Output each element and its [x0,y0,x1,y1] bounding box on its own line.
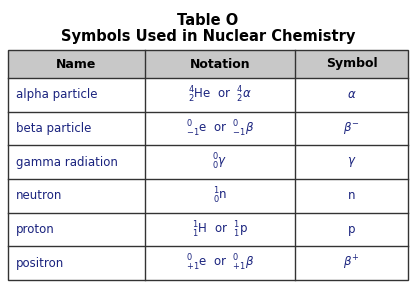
Bar [8,112,408,145]
Text: gamma radiation: gamma radiation [16,156,118,169]
Text: alpha particle: alpha particle [16,88,97,101]
Text: $^{4}_{2}$He  or  $^{4}_{2}\alpha$: $^{4}_{2}$He or $^{4}_{2}\alpha$ [188,85,252,105]
Text: Table O: Table O [177,13,239,28]
Bar [8,213,408,246]
Text: beta particle: beta particle [16,122,92,135]
Text: $^{1}_{0}$n: $^{1}_{0}$n [213,186,227,206]
Text: proton: proton [16,223,55,236]
Text: $\beta^{+}$: $\beta^{+}$ [343,254,360,272]
Bar [8,246,408,280]
Text: $\alpha$: $\alpha$ [347,88,356,101]
Bar [295,50,408,78]
Bar [8,145,408,179]
Text: Symbols Used in Nuclear Chemistry: Symbols Used in Nuclear Chemistry [61,29,355,44]
Text: $^{0}_{0}\gamma$: $^{0}_{0}\gamma$ [213,152,228,172]
Bar [145,50,295,78]
Text: p: p [348,223,355,236]
Bar [8,50,408,280]
Text: Notation: Notation [190,58,250,70]
Text: $\gamma$: $\gamma$ [347,155,356,169]
Text: $^{0}_{-1}$e  or  $^{0}_{-1}\beta$: $^{0}_{-1}$e or $^{0}_{-1}\beta$ [186,119,254,139]
Text: $\beta^{-}$: $\beta^{-}$ [343,121,360,137]
Text: $^{1}_{1}$H  or  $^{1}_{1}$p: $^{1}_{1}$H or $^{1}_{1}$p [192,219,248,240]
Text: n: n [348,189,355,202]
Text: Symbol: Symbol [326,58,377,70]
Bar [8,78,408,112]
Text: Name: Name [56,58,97,70]
Text: positron: positron [16,257,64,270]
Bar [8,179,408,213]
Bar [8,50,145,78]
Text: neutron: neutron [16,189,62,202]
Text: $^{0}_{+1}$e  or  $^{0}_{+1}\beta$: $^{0}_{+1}$e or $^{0}_{+1}\beta$ [186,253,254,273]
